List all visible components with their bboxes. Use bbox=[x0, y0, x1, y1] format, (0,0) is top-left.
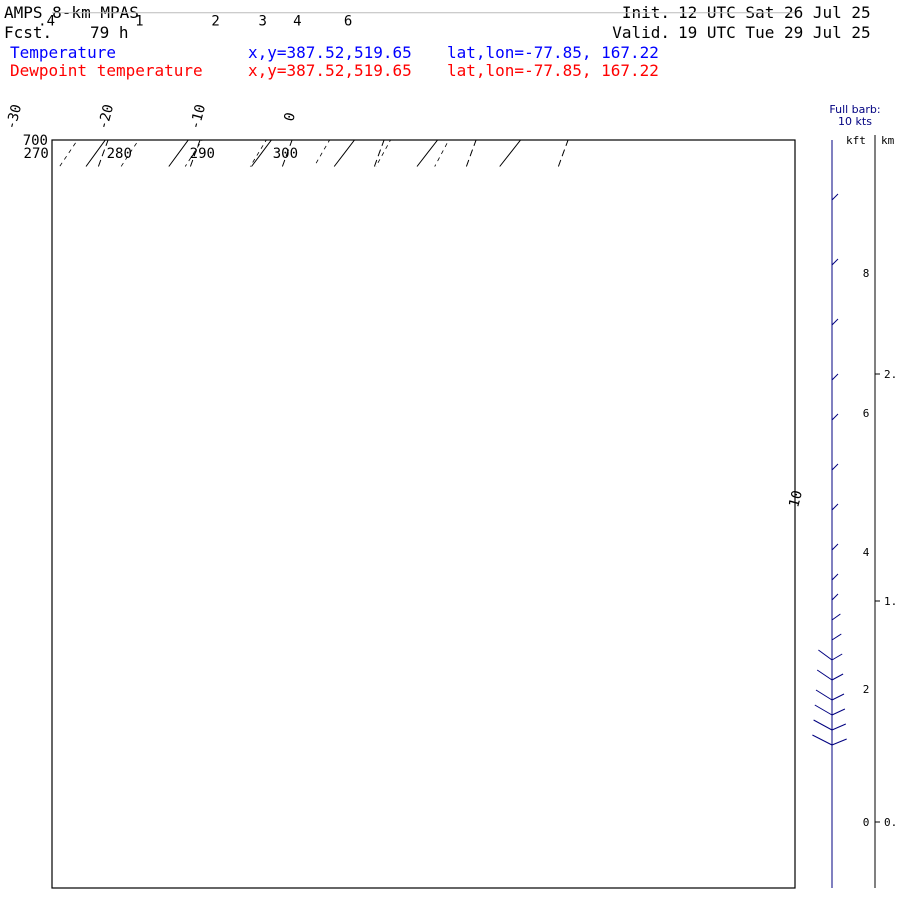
moist-adiabat-line bbox=[184, 140, 203, 167]
isotherm-label: -10 bbox=[187, 103, 209, 132]
valid-time: 19 UTC Tue 29 Jul 25 bbox=[678, 23, 871, 42]
wind-barb bbox=[814, 704, 833, 716]
mixing-ratio-label: .4 bbox=[38, 14, 55, 30]
mixing-ratio-label: 4 bbox=[293, 14, 301, 30]
wind-barb bbox=[831, 723, 846, 731]
kft-tick-label: 4 bbox=[863, 546, 870, 559]
wind-barb bbox=[831, 258, 839, 266]
isotherm-label: 10 bbox=[786, 489, 806, 509]
wind-barb bbox=[831, 463, 839, 471]
wind-barb bbox=[831, 193, 839, 201]
wind-barb bbox=[831, 318, 839, 326]
mixing-ratio-line bbox=[139, 0, 412, 38]
dry-adiabat-label: 270 bbox=[24, 146, 49, 162]
dry-adiabat-label: 280 bbox=[107, 146, 132, 162]
wind-barb bbox=[831, 738, 847, 746]
plot-frame bbox=[51, 139, 796, 889]
dry-adiabat-label: 290 bbox=[190, 146, 215, 162]
wind-barb bbox=[831, 573, 839, 581]
dry-adiabat-line bbox=[3, 0, 571, 167]
legend-temperature-name: Temperature bbox=[10, 43, 116, 62]
legend: Temperature x,y=387.52,519.65 lat,lon=-7… bbox=[10, 43, 659, 80]
isotherm-line bbox=[189, 140, 201, 167]
valid-label: Valid. bbox=[612, 23, 670, 42]
wind-barb bbox=[812, 734, 833, 746]
wind-panel-title: Full barb: bbox=[829, 103, 880, 116]
wind-barb bbox=[831, 413, 839, 421]
wind-panel-units: 10 kts bbox=[838, 115, 872, 128]
mixing-ratio-label: 2 bbox=[211, 14, 219, 30]
legend-dewpoint-xy: x,y=387.52,519.65 bbox=[248, 61, 412, 80]
wind-barb bbox=[831, 593, 839, 601]
dry-adiabat-line bbox=[0, 0, 384, 167]
mixing-ratio-line bbox=[216, 0, 492, 38]
wind-barb bbox=[831, 373, 839, 381]
dry-adiabat-label: 300 bbox=[273, 146, 298, 162]
kft-ticks: 8 6 4 2 0 bbox=[863, 267, 870, 829]
mixing-ratio-label: 6 bbox=[344, 14, 352, 30]
forecast-hour: 79 h bbox=[90, 23, 129, 42]
kft-axis-label: kft bbox=[846, 134, 866, 147]
kft-tick-label: 2 bbox=[863, 683, 870, 696]
dry-adiabat-line bbox=[85, 140, 106, 167]
dry-adiabat-line bbox=[0, 0, 478, 167]
moist-adiabat-line bbox=[0, 0, 473, 167]
pressure-tick-label: 700 bbox=[23, 133, 48, 149]
mixing-ratio-line bbox=[263, 0, 541, 38]
km-ticks: 2. 1. 0. bbox=[875, 368, 897, 829]
km-tick-label: 2. bbox=[884, 368, 897, 381]
km-axis-label: km bbox=[881, 134, 895, 147]
wind-barb bbox=[816, 669, 833, 681]
legend-temperature-xy: x,y=387.52,519.65 bbox=[248, 43, 412, 62]
km-tick-label: 1. bbox=[884, 595, 897, 608]
mixing-ratio-line bbox=[297, 0, 576, 38]
mixing-ratio-line bbox=[348, 0, 629, 38]
isotherm-line bbox=[281, 140, 293, 167]
wind-barb bbox=[815, 689, 833, 701]
background-grid bbox=[52, 12, 795, 14]
wind-barb bbox=[831, 708, 846, 716]
dry-adiabat-labels: 220230240250260270280290300 bbox=[24, 146, 299, 162]
wind-barbs bbox=[812, 193, 847, 746]
isotherm-label: -30 bbox=[3, 103, 25, 132]
legend-dewpoint-latlon: lat,lon=-77.85, 167.22 bbox=[447, 61, 659, 80]
wind-barb bbox=[831, 653, 843, 661]
moist-adiabat-line bbox=[120, 140, 140, 167]
wind-barb bbox=[831, 543, 839, 551]
legend-dewpoint-name: Dewpoint temperature bbox=[10, 61, 203, 80]
wind-barb bbox=[831, 633, 842, 641]
moist-adiabat-line bbox=[0, 0, 381, 167]
kft-tick-label: 8 bbox=[863, 267, 870, 280]
forecast-label: Fcst. bbox=[4, 23, 52, 42]
kft-tick-label: 6 bbox=[863, 407, 870, 420]
wind-panel: Full barb: 10 kts kft km 8 6 4 2 0 2. 1. 0. bbox=[812, 103, 897, 888]
isotherm-label: 0 bbox=[281, 111, 299, 123]
legend-temperature-latlon: lat,lon=-77.85, 167.22 bbox=[447, 43, 659, 62]
wind-barb bbox=[831, 503, 839, 511]
wind-barb bbox=[831, 613, 841, 621]
wind-barb bbox=[818, 649, 833, 661]
pressure-axis-labels: 7008009001000 bbox=[23, 133, 48, 149]
mixing-ratio-label: 1 bbox=[135, 14, 143, 30]
isotherm-label: -20 bbox=[95, 103, 117, 132]
wind-barb bbox=[831, 693, 845, 701]
kft-tick-label: 0 bbox=[863, 816, 870, 829]
mixing-ratio-label: 3 bbox=[258, 14, 266, 30]
km-tick-label: 0. bbox=[884, 816, 897, 829]
wind-barb bbox=[813, 719, 833, 731]
wind-barb bbox=[831, 673, 844, 681]
